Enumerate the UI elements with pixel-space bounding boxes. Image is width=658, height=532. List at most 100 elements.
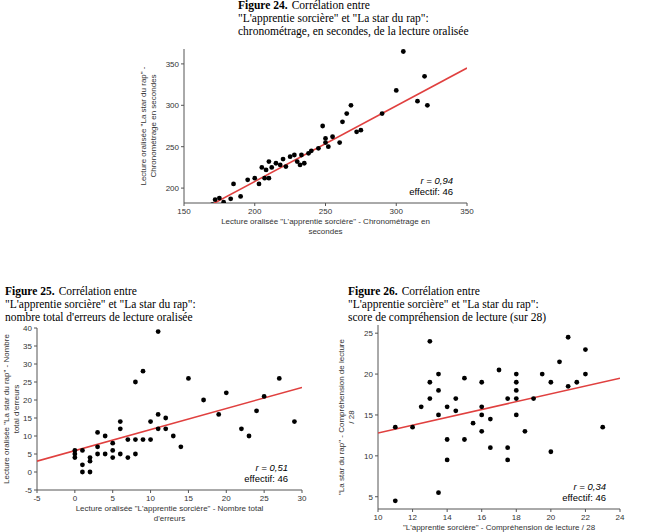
point (201, 398, 206, 403)
caption-line: Figure 25.Corrélation entre (5, 285, 137, 298)
x-tick-label: 150 (177, 207, 191, 216)
x-tick-label: 30 (298, 494, 307, 503)
point (163, 416, 168, 421)
point (514, 380, 519, 385)
point (505, 396, 510, 401)
point (262, 176, 267, 181)
x-tick (112, 490, 113, 493)
annotation: effectif: 46 (244, 473, 288, 484)
annotation: effectif: 46 (562, 492, 606, 503)
y-tick-label: 10 (23, 432, 32, 441)
point (445, 404, 450, 409)
x-axis-title: Lecture oralisée "L'apprentie sorcière" … (76, 504, 264, 513)
x-tick-label: 14 (443, 513, 452, 522)
y-tick (375, 333, 378, 334)
y-tick (34, 418, 37, 419)
point (110, 455, 115, 460)
point (95, 452, 100, 457)
point (257, 182, 262, 187)
point (427, 396, 432, 401)
point (269, 165, 274, 170)
x-tick (226, 490, 227, 493)
point (221, 200, 226, 203)
point (216, 412, 221, 417)
point (213, 197, 218, 202)
point (80, 448, 85, 453)
point (238, 194, 243, 199)
point (278, 163, 283, 168)
fit-line (37, 387, 302, 461)
point (514, 372, 519, 377)
point (523, 429, 528, 434)
point (427, 380, 432, 385)
x-tick (150, 490, 151, 493)
y-axis-title: total d'erreurs (12, 385, 21, 434)
y-tick (375, 374, 378, 375)
figure: Figure 24.Corrélation entre"L'apprentie … (139, 0, 474, 236)
point (445, 437, 450, 442)
y-tick-label: 10 (364, 452, 373, 461)
point (453, 408, 458, 413)
figure-label: Figure 25. (5, 285, 55, 298)
x-tick (188, 490, 189, 493)
point (419, 404, 424, 409)
point (514, 388, 519, 393)
y-tick-label: 30 (23, 360, 32, 369)
y-tick (34, 490, 37, 491)
x-axis-title: Lecture oralisée "L'apprentie sorcière" … (221, 217, 430, 226)
y-tick (34, 328, 37, 329)
point (292, 153, 297, 158)
point (156, 329, 161, 334)
x-tick (264, 490, 265, 493)
caption-text: Corrélation entre (292, 0, 370, 11)
point (171, 434, 176, 439)
annotation: effectif: 46 (409, 186, 453, 197)
y-tick-label: 35 (23, 342, 32, 351)
annotation: r = 0,94 (421, 175, 453, 186)
x-axis-title: secondes (308, 227, 342, 236)
point (245, 177, 250, 182)
x-tick-label: 20 (222, 494, 231, 503)
point (462, 437, 467, 442)
point (148, 437, 153, 442)
x-tick (550, 509, 551, 512)
caption-text: Corrélation entre (402, 285, 480, 297)
point (393, 498, 398, 503)
point (566, 335, 571, 340)
x-tick-label: 15 (184, 494, 193, 503)
x-tick (585, 509, 586, 512)
point (566, 384, 571, 389)
y-tick (34, 400, 37, 401)
y-tick (375, 455, 378, 456)
y-axis (184, 49, 185, 203)
point (548, 449, 553, 454)
point (118, 426, 123, 431)
plot-marks (378, 335, 620, 503)
x-axis (378, 509, 620, 510)
point (497, 368, 502, 373)
point (217, 196, 222, 201)
x-tick-label: 10 (146, 494, 155, 503)
x-tick-label: -5 (33, 494, 41, 503)
fit-line (205, 68, 467, 203)
point (118, 419, 123, 424)
y-axis (378, 325, 379, 509)
point (445, 458, 450, 463)
point (505, 458, 510, 463)
x-tick-label: 22 (581, 513, 590, 522)
caption-line: Figure 24.Corrélation entre (238, 0, 370, 12)
point (178, 444, 183, 449)
y-axis-title: Chronométrage en secondes (149, 74, 158, 177)
point (583, 347, 588, 352)
point (505, 445, 510, 450)
x-tick (620, 509, 621, 512)
point (95, 444, 100, 449)
x-tick-label: 20 (546, 513, 555, 522)
x-tick (412, 509, 413, 512)
point (479, 413, 484, 418)
annotation: r = 0,34 (574, 481, 606, 492)
y-tick-label: 20 (23, 396, 32, 405)
point (156, 412, 161, 417)
x-tick-label: 24 (616, 513, 625, 522)
x-axis-title: d'erreurs (154, 514, 185, 523)
